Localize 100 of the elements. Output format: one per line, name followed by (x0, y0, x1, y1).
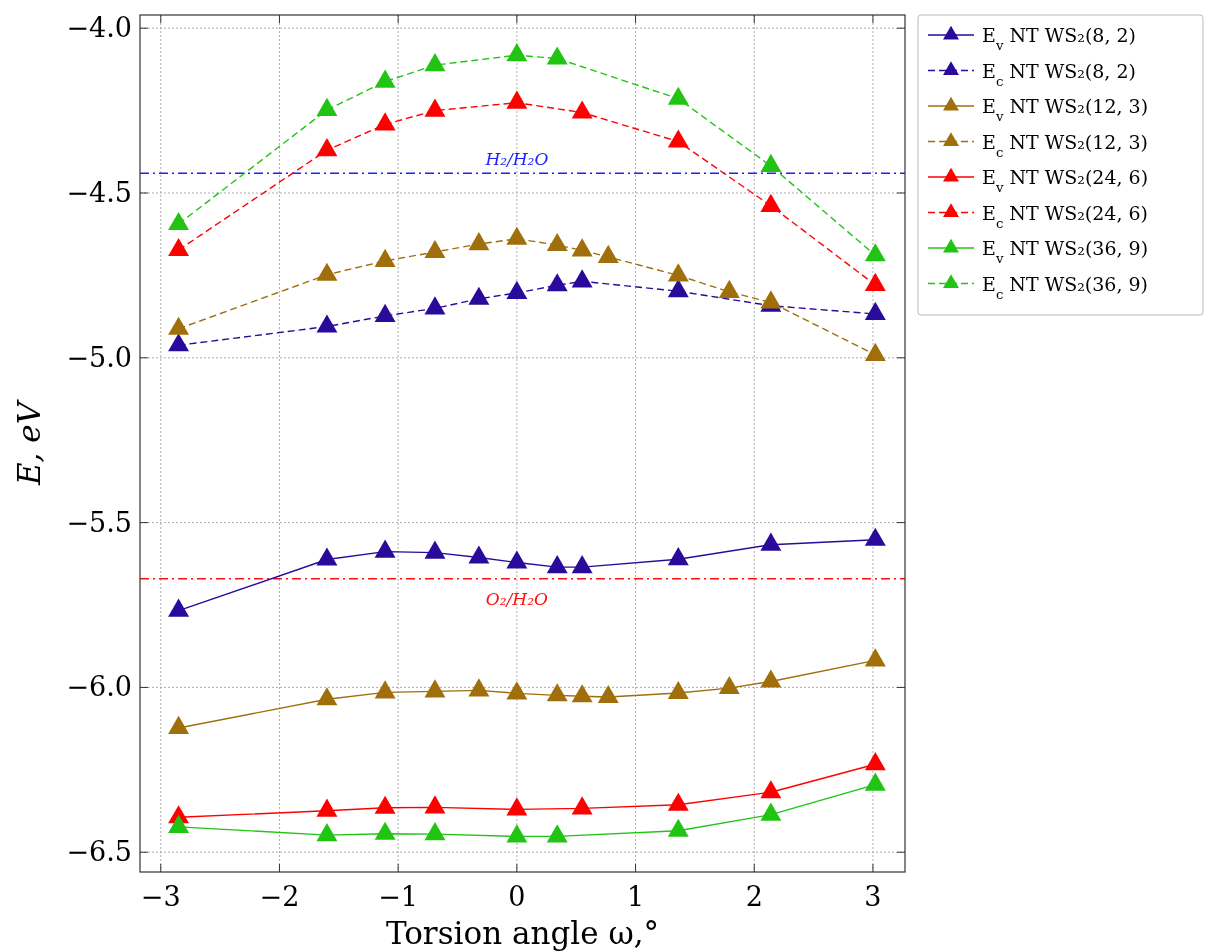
x-tick-label: 0 (508, 881, 526, 912)
point (316, 822, 338, 842)
legend-label: E$_{c}$ NT WS₂(12, 3) (982, 130, 1149, 159)
ref-line-label: O₂/H₂O (485, 588, 548, 609)
x-tick-label: −3 (140, 881, 181, 912)
point (424, 679, 446, 698)
point (864, 342, 886, 361)
point (316, 262, 338, 281)
point (546, 232, 568, 252)
point (571, 269, 593, 288)
y-tick-label: −6.5 (66, 836, 132, 868)
point (546, 824, 568, 843)
point (864, 772, 886, 791)
point (374, 821, 396, 840)
x-tick-label: 1 (626, 881, 645, 912)
point (760, 669, 782, 688)
point (760, 532, 782, 551)
point (864, 527, 886, 546)
point (374, 112, 396, 131)
point (546, 683, 568, 702)
point (424, 795, 446, 814)
ref-line-label: H₂/H₂O (484, 149, 549, 170)
point (597, 244, 619, 263)
point (468, 545, 490, 564)
point (168, 211, 190, 231)
point (424, 296, 446, 315)
point (506, 550, 528, 569)
y-tick-label: −4.5 (66, 176, 132, 208)
point (424, 239, 446, 259)
point (667, 129, 689, 148)
point (168, 333, 190, 352)
point (571, 100, 593, 119)
point (506, 681, 528, 700)
point (168, 316, 190, 335)
point (718, 279, 740, 298)
point (468, 231, 490, 251)
point (667, 547, 689, 566)
point (571, 238, 593, 257)
point (468, 678, 490, 697)
x-tick-label: −2 (259, 881, 300, 912)
y-tick-label: −5.0 (66, 341, 132, 373)
legend-label: E$_{v}$ NT WS₂(36, 9) (982, 237, 1149, 266)
point (424, 98, 446, 117)
point (168, 598, 190, 617)
x-axis-title: Torsion angle ω,° (385, 915, 660, 951)
point (667, 818, 689, 837)
point (597, 684, 619, 704)
point (506, 280, 528, 299)
x-tick-label: 2 (745, 881, 763, 912)
y-axis-title: E, eV (11, 398, 47, 487)
legend-label: E$_{c}$ NT WS₂(24, 6) (982, 201, 1149, 230)
point (316, 314, 338, 333)
point (374, 795, 396, 814)
point (424, 540, 446, 559)
point (316, 97, 338, 116)
point (864, 301, 886, 321)
legend-label: E$_{c}$ NT WS₂(36, 9) (982, 272, 1149, 301)
point (468, 286, 490, 305)
point (374, 248, 396, 267)
legend-label: E$_{c}$ NT WS₂(8, 2) (982, 59, 1136, 88)
point (506, 43, 528, 62)
point (571, 684, 593, 703)
point (168, 237, 190, 257)
point (374, 303, 396, 322)
point (424, 53, 446, 72)
point (506, 797, 528, 816)
point (571, 796, 593, 815)
point (374, 680, 396, 699)
point (168, 715, 190, 735)
point (546, 46, 568, 65)
point (546, 273, 568, 292)
y-tick-label: −4.0 (66, 12, 132, 44)
point (571, 555, 593, 574)
point (760, 802, 782, 821)
point (667, 263, 689, 282)
x-tick-label: −1 (378, 881, 419, 912)
y-tick-label: −5.5 (66, 506, 132, 538)
point (316, 138, 338, 157)
point (864, 648, 886, 667)
point (667, 680, 689, 700)
point (546, 555, 568, 574)
point (864, 272, 886, 291)
point (316, 798, 338, 817)
point (374, 539, 396, 558)
y-tick-label: −6.0 (66, 671, 132, 703)
point (864, 243, 886, 262)
legend-label: E$_{v}$ NT WS₂(8, 2) (982, 24, 1137, 53)
point (760, 193, 782, 212)
x-tick-label: 3 (864, 881, 882, 912)
point (316, 687, 338, 706)
legend-label: E$_{v}$ NT WS₂(12, 3) (982, 95, 1149, 124)
point (168, 814, 190, 833)
point (374, 69, 396, 88)
point (718, 675, 740, 695)
point (760, 153, 782, 173)
point (506, 90, 528, 109)
legend-label: E$_{v}$ NT WS₂(24, 6) (982, 166, 1149, 195)
point (506, 824, 528, 843)
point (424, 822, 446, 841)
point (864, 752, 886, 771)
